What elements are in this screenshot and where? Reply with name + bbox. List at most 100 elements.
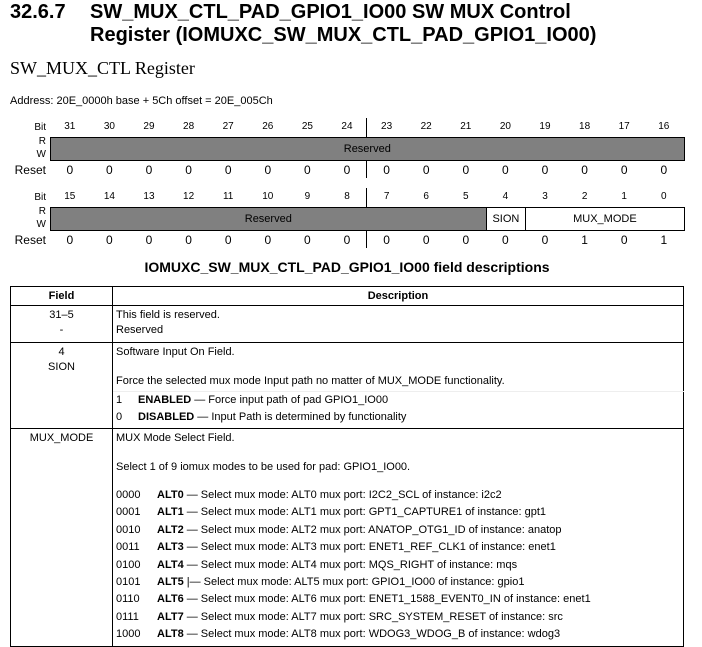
bit-number: 17 bbox=[618, 121, 630, 132]
value-desc: ALT6 — Select mux mode: ALT6 mux port: E… bbox=[157, 591, 591, 608]
reset-value: 0 bbox=[462, 163, 470, 177]
value-text: — Select mux mode: ALT3 mux port: ENET1_… bbox=[183, 541, 556, 554]
desc-text: Reserved bbox=[116, 324, 164, 336]
register-address: Address: 20E_0000h base + 5Ch offset = 2… bbox=[10, 95, 273, 107]
field-bits: 4 bbox=[58, 346, 65, 358]
heading-line2: Register (IOMUXC_SW_MUX_CTL_PAD_GPIO1_IO… bbox=[90, 24, 597, 46]
bit-number: 1 bbox=[621, 191, 627, 202]
value-name: ALT0 bbox=[157, 489, 184, 501]
register-field: SION bbox=[485, 207, 527, 231]
value-item: 0010 ALT2 — Select mux mode: ALT2 mux por… bbox=[116, 522, 680, 539]
value-desc: ALT0 — Select mux mode: ALT0 mux port: I… bbox=[157, 487, 502, 504]
value-item: 0001 ALT1 — Select mux mode: ALT1 mux por… bbox=[116, 504, 680, 521]
desc-text: MUX Mode Select Field. bbox=[116, 432, 235, 444]
reset-value: 0 bbox=[106, 163, 113, 177]
bit-number: 31 bbox=[64, 121, 76, 132]
bit-number: 4 bbox=[502, 191, 509, 202]
value-code: 0111 bbox=[116, 610, 139, 623]
value-item: 0011 ALT3 — Select mux mode: ALT3 mux por… bbox=[116, 539, 680, 556]
bit-number: 7 bbox=[383, 191, 390, 202]
heading-line1: SW_MUX_CTL_PAD_GPIO1_IO00 SW MUX Control bbox=[90, 1, 571, 23]
value-name: ALT7 bbox=[157, 610, 184, 623]
desc-text: Software Input On Field. bbox=[116, 346, 235, 358]
reset-value: 0 bbox=[383, 233, 390, 247]
table-title: IOMUXC_SW_MUX_CTL_PAD_GPIO1_IO00 field d… bbox=[144, 259, 550, 275]
bit-number: 11 bbox=[222, 191, 234, 202]
reset-value: 1 bbox=[660, 233, 668, 247]
register-field: MUX_MODE bbox=[525, 207, 685, 231]
read-label: R bbox=[38, 206, 46, 217]
field-bits: 31–5 bbox=[49, 309, 74, 321]
bit-number: 16 bbox=[658, 121, 670, 132]
value-name: DISABLED bbox=[138, 411, 195, 423]
value-text: — Select mux mode: ALT4 mux port: MQS_RI… bbox=[183, 558, 518, 571]
bit-number: 18 bbox=[579, 121, 591, 132]
value-item: 1000 ALT8 — Select mux mode: ALT8 mux por… bbox=[116, 626, 680, 643]
field-descriptions-table: Field Description 31–5 - This field is res… bbox=[10, 286, 684, 647]
value-name: ENABLED bbox=[138, 394, 192, 406]
value-text: |— Select mux mode: ALT5 mux port: GPIO1… bbox=[183, 576, 525, 589]
value-text: — Select mux mode: ALT6 mux port: ENET1_… bbox=[183, 593, 591, 606]
bit-label: Bit bbox=[34, 122, 46, 133]
bit-number: 3 bbox=[542, 191, 548, 202]
reset-value: 0 bbox=[145, 233, 153, 247]
value-name: ALT8 bbox=[157, 628, 184, 641]
reset-label: Reset bbox=[14, 163, 46, 177]
value-item: 0111 ALT7 — Select mux mode: ALT7 mux por… bbox=[116, 609, 680, 626]
read-label: R bbox=[38, 136, 46, 147]
write-label: W bbox=[36, 219, 46, 230]
reset-value: 0 bbox=[106, 233, 113, 247]
reset-value: 0 bbox=[185, 163, 192, 177]
value-code: 0011 bbox=[116, 541, 140, 554]
register-field: Reserved bbox=[50, 207, 487, 231]
reset-value: 0 bbox=[66, 233, 74, 247]
reset-value: 0 bbox=[620, 163, 628, 177]
reset-value: 0 bbox=[304, 163, 311, 177]
value-code: 0 bbox=[116, 411, 123, 423]
value-text: — Select mux mode: ALT1 mux port: GPT1_C… bbox=[183, 506, 547, 519]
reset-value: 0 bbox=[502, 233, 509, 247]
field-name: SION bbox=[48, 361, 75, 373]
bit-number: 12 bbox=[183, 191, 195, 202]
desc-text: Select 1 of 9 iomux modes to be used for… bbox=[116, 461, 411, 473]
value-desc: ALT3 — Select mux mode: ALT3 mux port: E… bbox=[157, 539, 556, 556]
bit-number: 13 bbox=[143, 191, 155, 202]
register-diagram-upper: Bit R W Reset 31 30 29 28 27 26 25 24 23 22 21 20 19 18 17… bbox=[0, 118, 702, 178]
bit-number: 24 bbox=[341, 121, 353, 132]
bit-number: 19 bbox=[539, 121, 551, 132]
reset-value: 0 bbox=[264, 233, 272, 247]
reset-value: 0 bbox=[620, 233, 628, 247]
value-text: — Select mux mode: ALT2 mux port: ANATOP… bbox=[183, 523, 562, 536]
reset-value: 0 bbox=[224, 163, 232, 177]
value-name: ALT5 bbox=[157, 576, 184, 589]
section-number: 32.6.7 bbox=[10, 1, 66, 23]
value-code: 0110 bbox=[116, 593, 140, 606]
reset-value: 1 bbox=[581, 233, 588, 247]
reset-value: 0 bbox=[422, 233, 430, 247]
reset-value: 0 bbox=[541, 233, 549, 247]
value-text: — Select mux mode: ALT8 mux port: WDOG3_… bbox=[183, 628, 561, 641]
reset-value: 0 bbox=[224, 233, 232, 247]
value-name: ALT3 bbox=[157, 541, 184, 554]
value-name: ALT4 bbox=[157, 558, 184, 571]
value-name: ALT1 bbox=[157, 506, 184, 519]
value-code: 0100 bbox=[116, 558, 141, 571]
bit-number: 26 bbox=[262, 121, 274, 132]
bit-number: 2 bbox=[581, 191, 588, 202]
reset-value: 0 bbox=[422, 163, 430, 177]
register-field: Reserved bbox=[50, 137, 685, 161]
value-code: 0000 bbox=[116, 489, 141, 501]
bit-number: 27 bbox=[222, 121, 234, 132]
table-row: MUX_MODE MUX Mode Select Field. Select 1 … bbox=[10, 428, 684, 647]
register-diagram-lower: Bit R W Reset 15 14 13 12 11 10 9 8 7 6 5 4 3 2 1 0 0 0 0 0 0 0 0 0… bbox=[0, 188, 702, 248]
bit-number: 14 bbox=[103, 191, 115, 202]
bit-number: 6 bbox=[423, 191, 429, 202]
value-text: — Input Path is determined by functional… bbox=[194, 411, 407, 423]
value-desc: ALT5 |— Select mux mode: ALT5 mux port: … bbox=[157, 574, 524, 591]
bit-number: 5 bbox=[463, 191, 469, 202]
desc-text: This field is reserved. bbox=[116, 309, 220, 321]
value-text: — Select mux mode: ALT0 mux port: I2C2_S… bbox=[183, 489, 502, 501]
value-desc: ALT8 — Select mux mode: ALT8 mux port: W… bbox=[157, 626, 560, 643]
bit-number: 0 bbox=[661, 191, 667, 202]
field-name: - bbox=[59, 324, 64, 336]
